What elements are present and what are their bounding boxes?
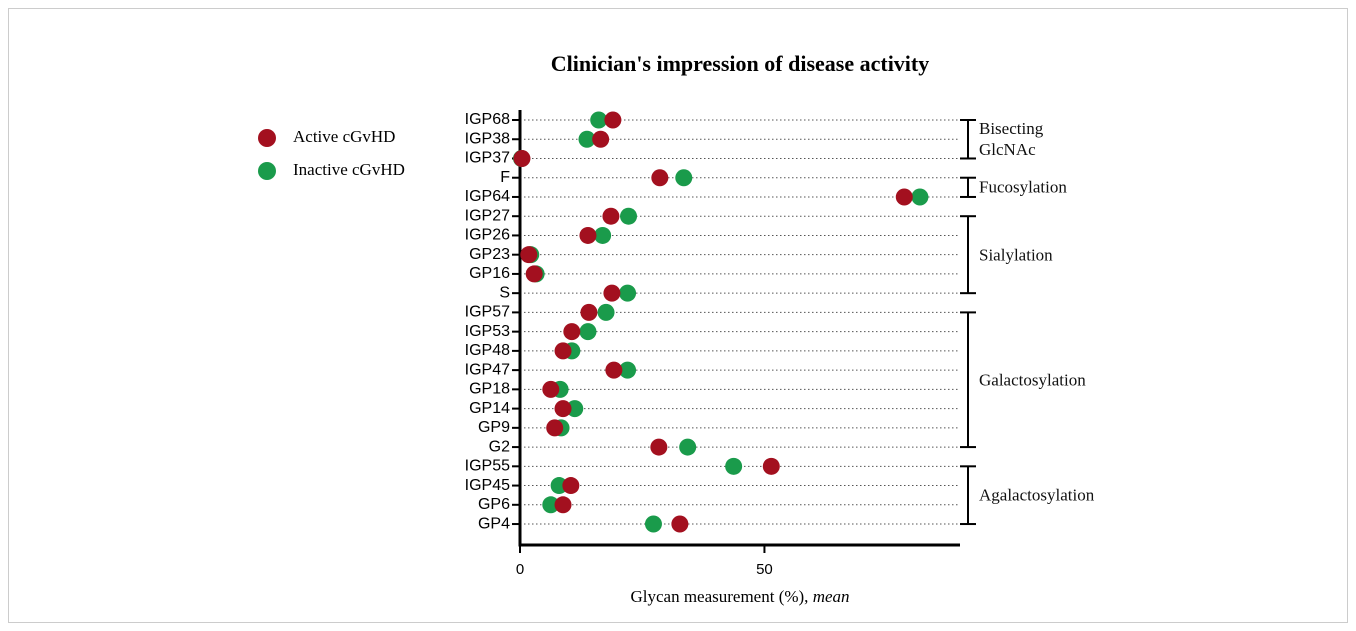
frame [8, 8, 1348, 623]
y-tick-label: GP18 [469, 381, 510, 398]
dot [554, 342, 572, 360]
dot [644, 515, 662, 533]
group-label: Agalactosylation [979, 485, 1095, 505]
y-tick-label: IGP45 [465, 477, 510, 494]
y-tick-label: IGP57 [465, 304, 510, 321]
y-tick-label: IGP55 [465, 458, 510, 475]
y-tick-label: IGP38 [465, 130, 510, 147]
dot [525, 265, 543, 283]
y-tick-label: IGP26 [465, 227, 510, 244]
dot [594, 226, 612, 244]
y-tick-label: IGP68 [465, 111, 510, 128]
y-tick-label: IGP64 [465, 188, 510, 205]
x-axis-label: Glycan measurement (%), mean [630, 587, 849, 606]
dot [563, 323, 581, 341]
dot [651, 169, 669, 187]
y-tick-label: GP16 [469, 265, 510, 282]
x-tick-label: 0 [516, 561, 524, 578]
y-tick-label: IGP53 [465, 323, 510, 340]
y-tick-label: S [499, 284, 510, 301]
y-tick-label: IGP37 [465, 150, 510, 167]
group-label: Fucosylation [979, 177, 1067, 197]
y-tick-label: GP4 [478, 515, 510, 532]
y-tick-label: GP23 [469, 246, 510, 263]
dot [895, 188, 913, 206]
legend-label: Inactive cGvHD [293, 160, 405, 179]
dot [580, 303, 598, 321]
x-label-text: Glycan measurement (%), [630, 587, 808, 606]
x-label-stat: mean [813, 587, 850, 606]
dot [562, 477, 580, 495]
dot [578, 130, 596, 148]
dot [592, 130, 610, 148]
dot [619, 284, 637, 302]
dot [675, 169, 693, 187]
dot [650, 438, 668, 456]
y-tick-label: IGP48 [465, 342, 510, 359]
dot [725, 457, 743, 475]
dot [762, 457, 780, 475]
dot [542, 380, 560, 398]
dot [520, 246, 538, 264]
y-tick-label: IGP47 [465, 361, 510, 378]
dot [554, 496, 572, 514]
dot [602, 207, 620, 225]
dot [604, 111, 622, 129]
dot [566, 400, 584, 418]
dot [546, 419, 564, 437]
y-tick-label: F [500, 169, 510, 186]
dot [579, 323, 597, 341]
dot [619, 361, 637, 379]
dot [671, 515, 689, 533]
dot [554, 400, 572, 418]
y-tick-label: IGP27 [465, 207, 510, 224]
y-tick-label: G2 [489, 438, 510, 455]
dot [542, 496, 560, 514]
y-tick-label: GP6 [478, 496, 510, 513]
group-label: Bisecting GlcNAc [979, 119, 1044, 160]
x-tick-label: 50 [756, 561, 773, 578]
y-tick-label: GP9 [478, 419, 510, 436]
dot [579, 226, 597, 244]
group-label: Sialylation [979, 245, 1053, 265]
dot [513, 149, 531, 167]
dot [590, 111, 608, 129]
y-tick-label: GP14 [469, 400, 510, 417]
group-label: Galactosylation [979, 370, 1086, 390]
dot [679, 438, 697, 456]
dot [911, 188, 929, 206]
dot [603, 284, 621, 302]
chart-title: Clinician's impression of disease activi… [551, 51, 930, 76]
legend-label: Active cGvHD [293, 127, 395, 146]
dot [605, 361, 623, 379]
dot [550, 477, 568, 495]
dot [597, 303, 615, 321]
legend-marker [258, 129, 276, 147]
legend-marker [258, 162, 276, 180]
dot [620, 207, 638, 225]
